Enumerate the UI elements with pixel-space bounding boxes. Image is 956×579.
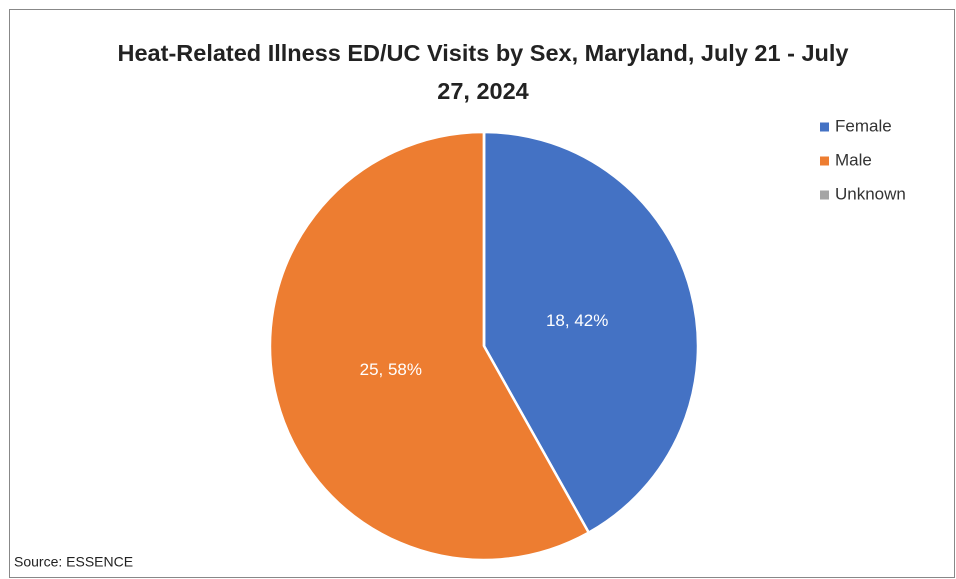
legend-swatch: [820, 122, 829, 132]
legend-swatch: [820, 190, 829, 200]
data-label: 25, 58%: [360, 360, 422, 379]
pie-slice: [268, 130, 591, 562]
chart-title: Heat-Related Illness ED/UC Visits by Sex…: [117, 40, 849, 104]
legend-label: Unknown: [835, 184, 906, 203]
source-note: Source: ESSENCE: [14, 554, 133, 570]
legend-label: Female: [835, 116, 892, 135]
legend-swatch: [820, 156, 829, 166]
pie-slice: [482, 130, 700, 535]
data-label: 18, 42%: [546, 311, 608, 330]
legend-label: Male: [835, 150, 872, 169]
